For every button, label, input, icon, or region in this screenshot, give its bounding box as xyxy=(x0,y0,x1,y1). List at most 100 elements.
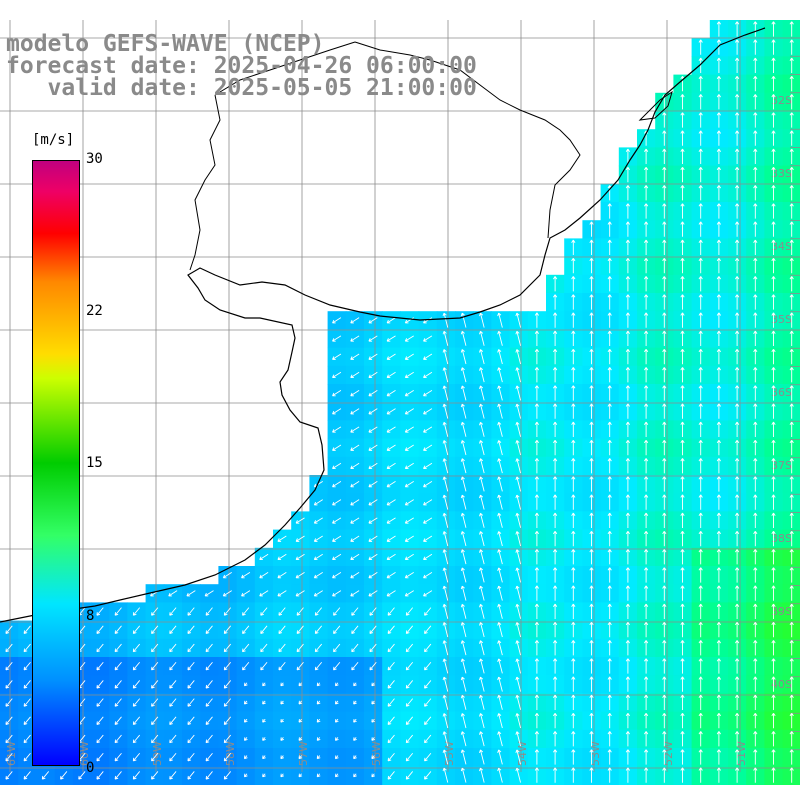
colorbar-tick: 15 xyxy=(86,455,103,471)
wind-arrow xyxy=(114,734,122,744)
wind-arrow xyxy=(460,421,467,437)
wind-arrow xyxy=(479,658,485,674)
wind-arrow xyxy=(771,257,776,274)
wind-arrow xyxy=(771,476,776,492)
wind-arrow xyxy=(789,585,794,601)
wind-arrow xyxy=(479,694,485,710)
wind-arrow xyxy=(698,330,703,346)
wind-arrow xyxy=(350,462,360,470)
wind-arrow xyxy=(789,112,794,128)
wind-arrow xyxy=(625,549,630,565)
wind-arrow xyxy=(553,421,558,437)
wind-arrow xyxy=(625,676,630,692)
wind-arrow xyxy=(368,371,378,379)
wind-arrow xyxy=(680,112,685,128)
wind-arrow xyxy=(277,553,287,561)
wind-arrow xyxy=(460,640,467,656)
wind-arrow xyxy=(625,767,630,783)
wind-arrow xyxy=(151,698,159,707)
wind-arrow xyxy=(371,737,376,741)
wind-arrow xyxy=(625,494,630,510)
wind-arrow xyxy=(698,166,703,183)
wind-arrow xyxy=(716,367,721,383)
wind-arrow xyxy=(625,312,630,328)
wind-arrow xyxy=(515,458,521,474)
wind-arrow xyxy=(5,698,13,707)
wind-arrow xyxy=(716,39,721,55)
wind-arrow xyxy=(716,530,721,547)
wind-arrow xyxy=(386,408,396,415)
wind-arrow xyxy=(698,567,703,583)
wind-arrow xyxy=(332,408,342,415)
wind-arrow xyxy=(789,130,794,146)
wind-arrow xyxy=(625,148,630,164)
wind-arrow xyxy=(680,330,685,346)
wind-arrow xyxy=(607,676,612,692)
wind-arrow xyxy=(332,390,342,397)
wind-arrow xyxy=(753,130,758,146)
wind-arrow xyxy=(789,75,794,92)
wind-arrow xyxy=(460,403,467,419)
wind-speed-field xyxy=(0,20,800,785)
wind-arrow xyxy=(553,294,558,310)
wind-arrow xyxy=(515,640,521,656)
wind-arrow xyxy=(351,661,359,671)
wind-arrow xyxy=(553,276,558,292)
wind-arrow xyxy=(223,716,232,725)
wind-arrow xyxy=(5,716,13,725)
wind-arrow xyxy=(334,773,339,778)
wind-arrow xyxy=(114,607,122,616)
lat-label: 38S xyxy=(771,532,792,545)
wind-arrow xyxy=(351,625,359,634)
wind-arrow xyxy=(644,221,649,237)
wind-arrow xyxy=(386,481,396,488)
wind-arrow xyxy=(680,530,685,547)
wind-arrow xyxy=(534,731,539,747)
wind-arrow xyxy=(625,567,630,583)
wind-arrow xyxy=(386,335,396,342)
wind-arrow xyxy=(205,771,213,780)
wind-arrow xyxy=(442,349,449,365)
wind-arrow xyxy=(571,603,576,619)
wind-arrow xyxy=(23,680,31,689)
wind-arrow xyxy=(553,694,558,710)
wind-arrow xyxy=(644,257,649,274)
wind-arrow xyxy=(316,737,321,741)
wind-arrow xyxy=(698,148,703,164)
wind-arrow xyxy=(753,767,758,783)
wind-arrow xyxy=(698,294,703,310)
wind-arrow xyxy=(716,694,721,710)
wind-arrow xyxy=(314,607,323,616)
wind-arrow xyxy=(386,353,396,360)
wind-arrow xyxy=(151,625,159,634)
wind-arrow xyxy=(332,553,342,561)
wind-arrow xyxy=(114,625,122,634)
wind-arrow xyxy=(368,444,378,451)
wind-arrow xyxy=(333,661,341,671)
wind-arrow xyxy=(497,385,503,401)
wind-arrow xyxy=(771,621,776,638)
wind-arrow xyxy=(735,185,740,201)
wind-arrow xyxy=(278,607,286,616)
wind-arrow xyxy=(662,458,667,474)
wind-arrow xyxy=(789,21,794,37)
wind-arrow xyxy=(442,676,449,692)
wind-arrow xyxy=(753,731,758,747)
wind-arrow xyxy=(132,643,141,653)
wind-arrow xyxy=(571,658,576,674)
wind-arrow xyxy=(5,625,13,634)
wind-arrow xyxy=(350,499,360,506)
lat-label: 35S xyxy=(771,313,792,326)
wind-arrow xyxy=(789,712,794,729)
wind-arrow xyxy=(644,203,649,219)
wind-arrow xyxy=(353,682,357,687)
wind-arrow xyxy=(23,752,31,762)
wind-arrow xyxy=(698,367,703,383)
wind-arrow xyxy=(205,661,213,671)
wind-arrow xyxy=(625,385,630,401)
wind-arrow xyxy=(716,439,721,456)
wind-arrow xyxy=(771,148,776,164)
wind-arrow xyxy=(553,731,558,747)
wind-arrow xyxy=(753,348,758,365)
wind-arrow xyxy=(169,698,177,707)
